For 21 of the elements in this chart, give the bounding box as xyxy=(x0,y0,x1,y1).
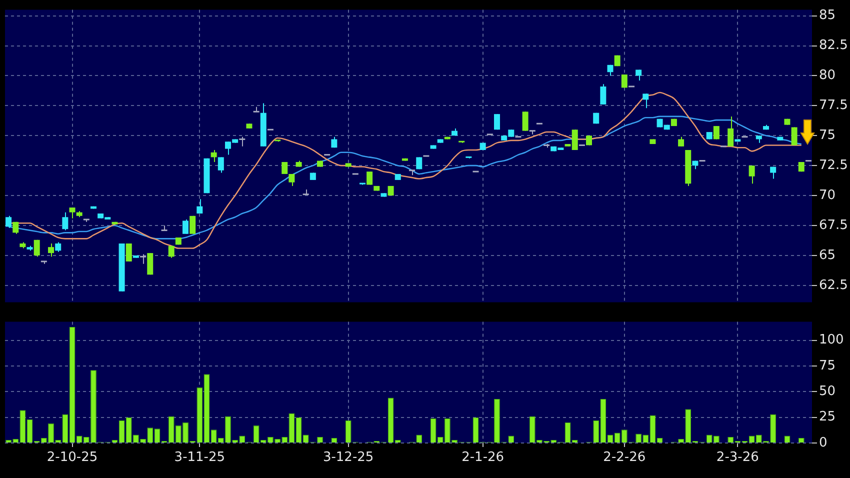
x-tick-label: 3-12-25 xyxy=(322,450,374,466)
y-tick-label: 0 xyxy=(819,435,828,450)
y-tick-label: 65 xyxy=(819,248,836,263)
y-tick-label: 75 xyxy=(819,128,836,144)
y-tick-label: 82.5 xyxy=(819,38,848,54)
x-tick-label: 2-3-26 xyxy=(716,450,759,466)
y-tick-label: 72.5 xyxy=(819,158,848,173)
y-tick-label: 75 xyxy=(819,358,836,374)
x-tick-label: 2-2-26 xyxy=(603,450,646,466)
x-tick-label: 2-10-25 xyxy=(46,450,98,466)
x-tick-label: 3-11-25 xyxy=(174,450,226,466)
y-tick-label: 50 xyxy=(819,384,836,400)
y-tick-label: 70 xyxy=(819,188,836,203)
y-tick-label: 85 xyxy=(819,8,836,24)
y-tick-label: 100 xyxy=(819,332,844,348)
y-tick-label: 67.5 xyxy=(819,218,848,233)
x-tick-label: 2-1-26 xyxy=(462,450,504,466)
y-tick-label: 25 xyxy=(819,410,836,425)
y-tick-label: 62.5 xyxy=(819,278,848,293)
y-tick-label: 77.5 xyxy=(819,98,848,114)
y-tick-label: 80 xyxy=(819,68,836,84)
